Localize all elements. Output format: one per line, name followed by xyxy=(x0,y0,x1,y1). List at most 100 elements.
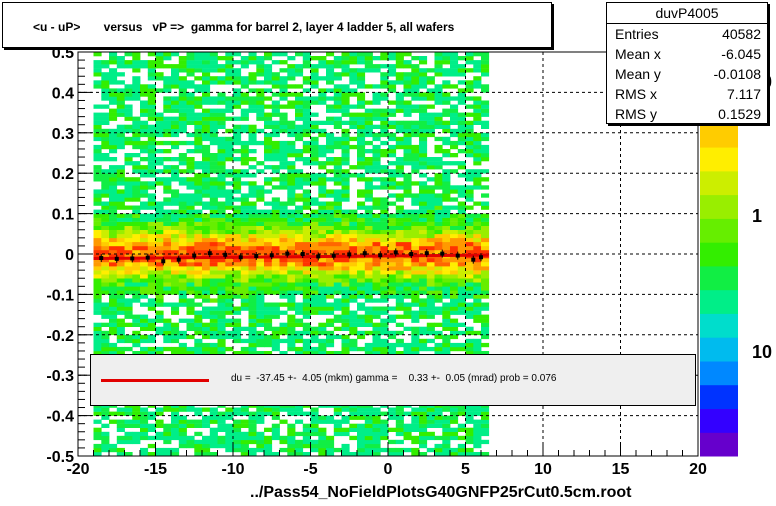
heatmap-cell xyxy=(209,132,218,138)
heatmap-cell xyxy=(233,72,242,77)
heatmap-cell xyxy=(155,286,164,291)
heatmap-cell xyxy=(279,213,288,218)
heatmap-cell xyxy=(341,144,350,150)
heatmap-cell xyxy=(186,282,195,287)
heatmap-cell xyxy=(171,120,180,125)
heatmap-cell xyxy=(434,241,443,247)
heatmap-cell xyxy=(419,181,428,186)
heatmap-cell xyxy=(202,334,211,340)
heatmap-cell xyxy=(326,278,335,283)
heatmap-cell xyxy=(225,136,234,142)
heatmap-cell xyxy=(403,209,412,214)
heatmap-cell xyxy=(147,270,156,275)
heatmap-cell xyxy=(295,322,304,327)
heatmap-cell xyxy=(411,447,420,453)
heatmap-cell xyxy=(116,407,125,412)
heatmap-cell xyxy=(388,225,397,230)
heatmap-cell xyxy=(233,258,242,263)
profile-point xyxy=(378,253,383,258)
heatmap-cell xyxy=(186,306,195,311)
heatmap-cell xyxy=(186,149,195,154)
heatmap-cell xyxy=(225,233,234,239)
heatmap-cell xyxy=(163,431,172,437)
heatmap-cell xyxy=(426,298,435,303)
heatmap-cell xyxy=(109,318,118,323)
heatmap-cell xyxy=(310,177,319,182)
heatmap-cell xyxy=(155,56,164,61)
heatmap-cell xyxy=(217,351,226,356)
heatmap-cell xyxy=(326,149,335,154)
heatmap-cell xyxy=(225,443,234,449)
heatmap-cell xyxy=(295,233,304,239)
heatmap-cell xyxy=(171,262,180,267)
heatmap-cell xyxy=(419,68,428,73)
heatmap-cell xyxy=(124,112,133,117)
heatmap-cell xyxy=(434,290,443,295)
heatmap-cell xyxy=(380,294,389,299)
heatmap-cell xyxy=(140,278,149,283)
heatmap-cell xyxy=(101,128,110,134)
heatmap-cell xyxy=(209,96,218,101)
heatmap-cell xyxy=(186,346,195,352)
heatmap-cell xyxy=(256,250,265,255)
heatmap-cell xyxy=(364,84,373,89)
heatmap-cell xyxy=(109,419,118,424)
heatmap-cell xyxy=(116,330,125,336)
heatmap-cell xyxy=(388,169,397,174)
heatmap-cell xyxy=(333,245,342,251)
heatmap-cell xyxy=(318,92,327,97)
heatmap-cell xyxy=(194,278,203,283)
heatmap-cell xyxy=(217,100,226,105)
heatmap-cell xyxy=(271,250,280,255)
heatmap-cell xyxy=(178,290,187,295)
heatmap-cell xyxy=(442,266,451,271)
heatmap-cell xyxy=(457,173,466,178)
heatmap-cell xyxy=(171,351,180,356)
heatmap-cell xyxy=(186,193,195,198)
heatmap-cell xyxy=(132,205,141,210)
heatmap-cell xyxy=(333,157,342,162)
heatmap-cell xyxy=(202,161,211,166)
heatmap-cell xyxy=(380,108,389,113)
heatmap-cell xyxy=(465,56,474,61)
heatmap-cell xyxy=(240,221,249,226)
heatmap-cell xyxy=(163,326,172,331)
heatmap-cell xyxy=(279,165,288,170)
heatmap-cell xyxy=(411,72,420,77)
heatmap-cell xyxy=(240,144,249,150)
heatmap-cell xyxy=(419,124,428,129)
heatmap-cell xyxy=(271,177,280,182)
heatmap-cell xyxy=(318,286,327,291)
heatmap-cell xyxy=(380,326,389,331)
heatmap-cell xyxy=(442,80,451,85)
heatmap-cell xyxy=(171,411,180,416)
heatmap-cell xyxy=(233,88,242,93)
heatmap-cell xyxy=(310,419,319,424)
heatmap-cell xyxy=(287,140,296,146)
heatmap-cell xyxy=(357,241,366,247)
palette-segment xyxy=(700,313,738,338)
heatmap-cell xyxy=(147,233,156,239)
heatmap-cell xyxy=(442,136,451,142)
heatmap-cell xyxy=(326,221,335,226)
heatmap-cell xyxy=(186,318,195,323)
heatmap-cell xyxy=(194,270,203,275)
heatmap-cell xyxy=(295,96,304,101)
heatmap-cell xyxy=(326,201,335,206)
heatmap-cell xyxy=(233,189,242,194)
profile-point xyxy=(331,253,336,258)
heatmap-cell xyxy=(481,278,490,283)
heatmap-cell xyxy=(302,431,311,437)
heatmap-cell xyxy=(349,56,358,61)
heatmap-cell xyxy=(411,88,420,93)
heatmap-cell xyxy=(240,237,249,243)
heatmap-cell xyxy=(434,68,443,73)
heatmap-cell xyxy=(233,229,242,235)
heatmap-cell xyxy=(93,447,102,453)
heatmap-cell xyxy=(380,209,389,214)
heatmap-cell xyxy=(271,435,280,441)
heatmap-cell xyxy=(202,169,211,174)
heatmap-cell xyxy=(403,342,412,348)
heatmap-cell xyxy=(434,278,443,283)
heatmap-cell xyxy=(349,282,358,287)
